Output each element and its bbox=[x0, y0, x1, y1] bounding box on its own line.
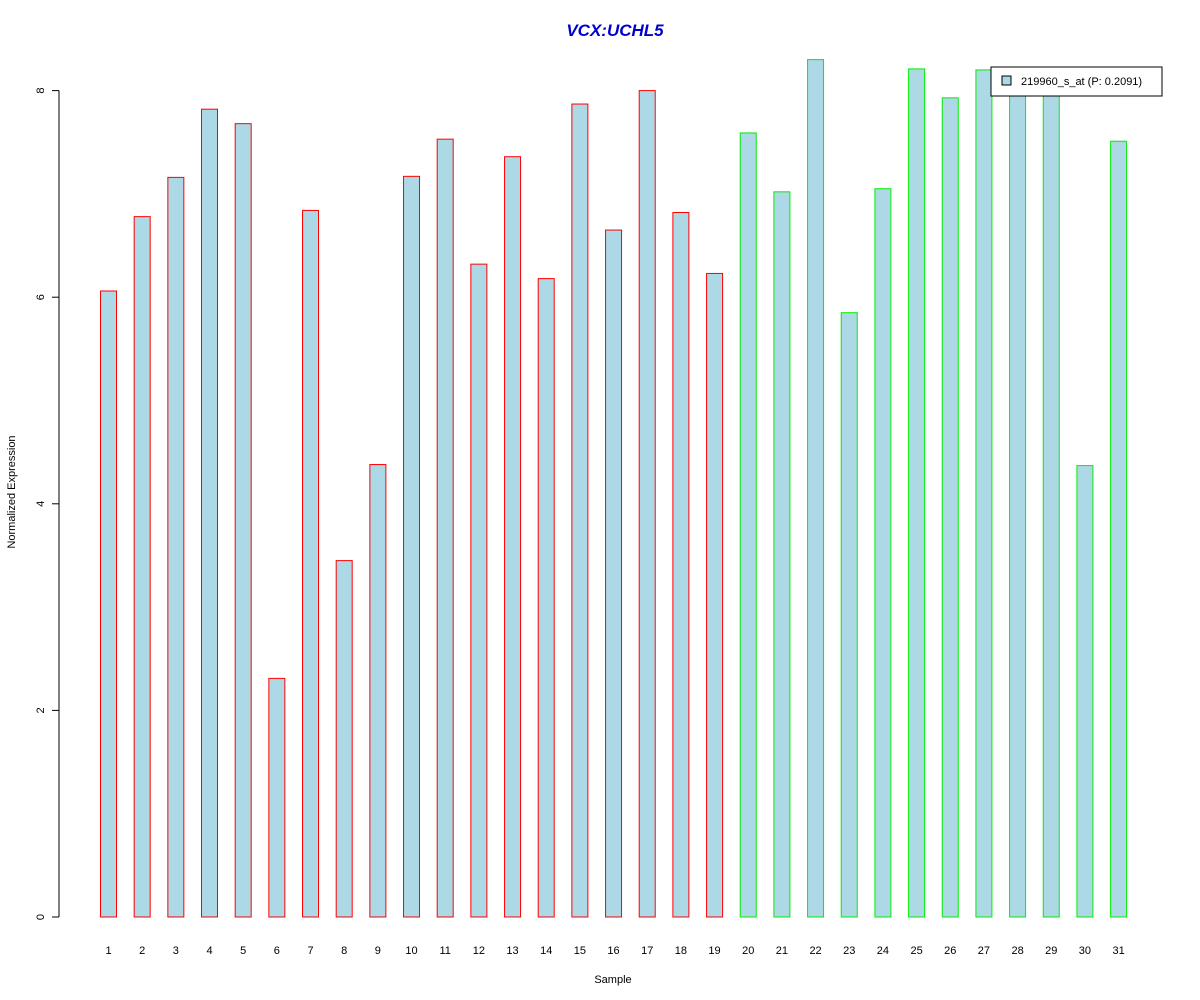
x-tick-label: 12 bbox=[473, 945, 485, 957]
bar bbox=[403, 175, 421, 918]
x-tick-label: 9 bbox=[375, 945, 381, 957]
bar bbox=[167, 176, 185, 918]
x-tick-label: 15 bbox=[574, 945, 586, 957]
bar bbox=[268, 677, 286, 918]
bar bbox=[975, 69, 993, 918]
bar bbox=[773, 191, 791, 918]
bar bbox=[133, 216, 151, 918]
y-tick-label: 6 bbox=[35, 294, 47, 300]
bar bbox=[840, 312, 858, 918]
legend-label: 219960_s_at (P: 0.2091) bbox=[1021, 76, 1142, 88]
bar bbox=[470, 263, 488, 918]
bar bbox=[605, 229, 623, 918]
x-tick-label: 11 bbox=[439, 945, 450, 957]
bar bbox=[1009, 81, 1027, 918]
x-tick-label: 13 bbox=[506, 945, 518, 957]
bar bbox=[234, 123, 252, 918]
bar bbox=[638, 90, 656, 918]
x-tick-label: 3 bbox=[173, 945, 179, 957]
bar bbox=[436, 138, 454, 918]
x-tick-label: 16 bbox=[607, 945, 619, 957]
x-tick-labels: 1 2 3 4 5 6 7 8 9 10 11 12 13 14 15 16 17 18 19 20 21 22 23 24 2… bbox=[105, 945, 1124, 957]
x-tick-label: 30 bbox=[1079, 945, 1091, 957]
x-tick-label: 1 bbox=[105, 945, 111, 957]
x-tick-label: 20 bbox=[742, 945, 754, 957]
y-tick-label: 4 bbox=[35, 501, 47, 507]
bar bbox=[335, 560, 353, 918]
x-tick-label: 31 bbox=[1112, 945, 1124, 957]
bar bbox=[739, 132, 757, 918]
x-tick-label: 18 bbox=[675, 945, 687, 957]
x-tick-label: 21 bbox=[776, 945, 788, 957]
legend-swatch bbox=[1001, 75, 1012, 86]
x-tick-label: 27 bbox=[978, 945, 990, 957]
bar bbox=[537, 278, 555, 918]
y-tick-label: 0 bbox=[35, 914, 47, 920]
bar bbox=[201, 108, 219, 918]
x-tick-label: 2 bbox=[139, 945, 145, 957]
bar bbox=[706, 272, 724, 918]
bar bbox=[302, 209, 320, 918]
legend: 219960_s_at (P: 0.2091) bbox=[990, 66, 1163, 97]
x-tick-label: 28 bbox=[1011, 945, 1023, 957]
bar bbox=[100, 290, 117, 918]
x-tick-label: 7 bbox=[307, 945, 313, 957]
x-tick-label: 8 bbox=[341, 945, 347, 957]
x-tick-label: 19 bbox=[708, 945, 720, 957]
bar bbox=[1042, 79, 1060, 918]
y-tick-label: 2 bbox=[35, 707, 47, 713]
x-tick-label: 10 bbox=[405, 945, 417, 957]
chart-title: VCX:UCHL5 bbox=[566, 21, 664, 40]
x-tick-label: 5 bbox=[240, 945, 246, 957]
bar bbox=[941, 97, 959, 918]
x-tick-label: 6 bbox=[274, 945, 280, 957]
bar bbox=[1110, 140, 1128, 918]
bars bbox=[100, 59, 1128, 918]
y-axis: 0 2 4 6 8 bbox=[35, 88, 60, 920]
bar bbox=[874, 188, 892, 918]
bar bbox=[672, 211, 690, 918]
bar bbox=[807, 59, 825, 918]
x-tick-label: 24 bbox=[877, 945, 889, 957]
x-tick-label: 29 bbox=[1045, 945, 1057, 957]
x-tick-label: 25 bbox=[910, 945, 922, 957]
y-tick-label: 8 bbox=[35, 88, 47, 94]
x-tick-label: 17 bbox=[641, 945, 653, 957]
x-tick-label: 14 bbox=[540, 945, 552, 957]
x-tick-label: 23 bbox=[843, 945, 855, 957]
x-tick-label: 4 bbox=[206, 945, 212, 957]
bar bbox=[908, 68, 926, 918]
legend-box bbox=[990, 66, 1163, 97]
bar bbox=[571, 103, 589, 918]
bar bbox=[1076, 465, 1094, 918]
y-axis-label: Normalized Expression bbox=[6, 435, 18, 548]
bar bbox=[504, 156, 522, 918]
bar bbox=[369, 464, 387, 918]
x-tick-label: 22 bbox=[809, 945, 821, 957]
x-axis-label: Sample bbox=[594, 974, 631, 986]
x-tick-label: 26 bbox=[944, 945, 956, 957]
